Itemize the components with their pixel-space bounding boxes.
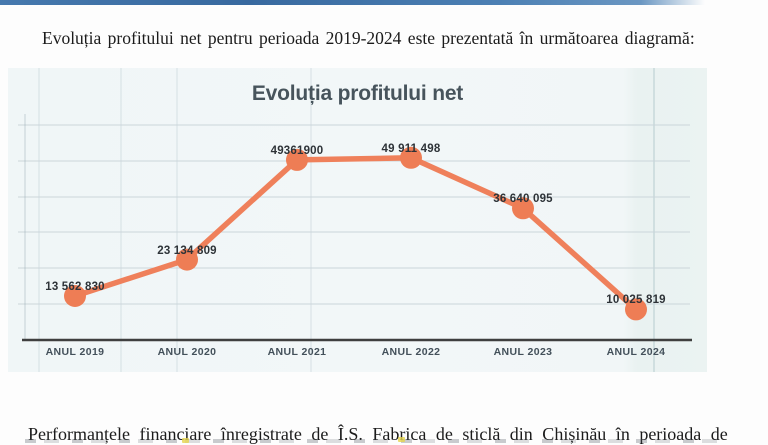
chart-title: Evoluția profitului net	[251, 82, 464, 105]
axis-label-anul-2022: ANUL 2022	[381, 346, 441, 358]
marker-2019	[64, 285, 86, 307]
net-profit-chart: Evoluția profitului net 13 562 830 23 13…	[8, 68, 707, 372]
data-label-anul-2020: 23 134 809	[157, 244, 217, 257]
marker-2022	[400, 146, 422, 169]
scan-streak	[653, 68, 655, 372]
line-chart-canvas	[18, 114, 692, 342]
data-label-anul-2023: 36 640 095	[493, 193, 553, 206]
axis-label-anul-2024: ANUL 2024	[606, 346, 666, 358]
scan-speck	[398, 437, 405, 442]
axis-label-anul-2020: ANUL 2020	[157, 346, 217, 358]
data-label-anul-2024: 10 025 819	[606, 294, 666, 307]
scan-streak	[120, 68, 122, 372]
data-label-anul-2022: 49 911 498	[381, 142, 441, 155]
marker-2021	[286, 148, 308, 171]
scan-streak	[38, 68, 40, 372]
intro-paragraph: Evoluția profitului net pentru perioada …	[42, 27, 695, 48]
data-label-anul-2019: 13 562 830	[45, 281, 105, 293]
cutoff-text-remnant	[25, 439, 730, 443]
closing-paragraph: Performanțele financiare înregistrate de…	[28, 424, 728, 444]
axis-label-anul-2019: ANUL 2019	[45, 346, 105, 358]
marker-2020	[176, 248, 198, 271]
marker-2023	[512, 197, 534, 220]
data-label-anul-2021: 49361900	[270, 144, 324, 157]
scan-speck	[182, 438, 189, 443]
marker-2024	[625, 298, 647, 321]
profit-line-series	[72, 155, 639, 313]
scan-streak	[310, 68, 312, 372]
page-top-scan-artifact	[0, 0, 712, 5]
scan-streak	[176, 68, 178, 372]
axis-label-anul-2021: ANUL 2021	[267, 346, 327, 358]
axis-label-anul-2023: ANUL 2023	[493, 346, 553, 358]
